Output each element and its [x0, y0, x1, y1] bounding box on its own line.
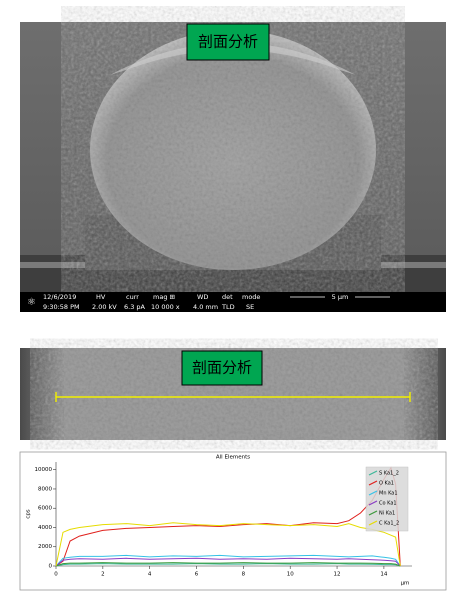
y-tick-label: 2000	[38, 544, 52, 550]
x-tick-label: 8	[242, 572, 246, 578]
info-text: 10 000 x	[151, 303, 180, 311]
info-text: 9:30:58 PM	[43, 303, 80, 311]
y-axis-label: cps	[26, 509, 32, 519]
legend-label: Co Ka1	[379, 501, 397, 507]
info-text: WD	[197, 293, 208, 301]
x-tick-label: 6	[195, 572, 199, 578]
icon: ⚛	[27, 297, 36, 308]
info-text: 6.3 pA	[124, 303, 146, 311]
x-tick-label: 4	[148, 572, 152, 578]
scale-bar: 5 μm	[332, 293, 349, 301]
legend-label: O Ka1	[379, 481, 394, 487]
image-label: 剖面分析	[192, 359, 252, 377]
legend-swatch	[368, 510, 378, 516]
legend-swatch	[368, 480, 378, 486]
sem-top: 剖面分析 ⚛ 12/6/2019 9:30:58 PM HV 2.00 kV c…	[20, 22, 446, 312]
info-text: 4.0 mm	[193, 303, 218, 311]
x-tick-label: 2	[101, 572, 105, 578]
series-line	[55, 557, 401, 567]
x-tick-label: 14	[380, 572, 387, 578]
x-axis-label: μm	[401, 581, 410, 587]
legend-label: S Ka1_2	[379, 471, 399, 477]
info-text: det	[222, 293, 233, 301]
sem-bottom: 剖面分析	[20, 348, 446, 440]
legend-swatch	[368, 490, 378, 496]
legend-label: C Ka1_2	[379, 521, 399, 527]
series-line	[55, 563, 401, 567]
info-text: curr	[126, 293, 139, 301]
x-tick-label: 0	[54, 572, 58, 578]
legend-swatch	[368, 470, 378, 476]
x-tick-label: 10	[287, 572, 294, 578]
info-text: SE	[246, 303, 254, 311]
y-tick-label: 0	[49, 564, 53, 570]
image-label: 剖面分析	[198, 33, 258, 51]
y-tick-label: 6000	[38, 506, 52, 512]
legend-swatch	[368, 520, 378, 526]
legend	[365, 466, 409, 532]
info-text: HV	[96, 293, 106, 301]
y-tick-label: 8000	[38, 486, 52, 492]
series-line	[55, 554, 401, 567]
info-text: mag ⊞	[153, 293, 175, 301]
legend-label: Mn Ka1	[379, 491, 398, 497]
info-text: 2.00 kV	[92, 303, 117, 311]
legend-label: Ni Ka1	[379, 511, 395, 517]
legend-swatch	[368, 500, 378, 506]
info-text: mode	[242, 293, 260, 301]
y-tick-label: 10000	[35, 467, 53, 473]
chart: All Elements 0 2000 4000 6000 8000 10000 0 2 4 6 8 1…	[19, 451, 447, 591]
chart-title: All Elements	[216, 455, 250, 461]
x-tick-label: 12	[334, 572, 341, 578]
label-box	[186, 23, 270, 61]
info-text: 12/6/2019	[43, 293, 76, 301]
y-tick-label: 4000	[38, 525, 52, 531]
info-text: TLD	[221, 303, 235, 311]
label-box	[181, 350, 263, 386]
series-line	[55, 562, 401, 567]
